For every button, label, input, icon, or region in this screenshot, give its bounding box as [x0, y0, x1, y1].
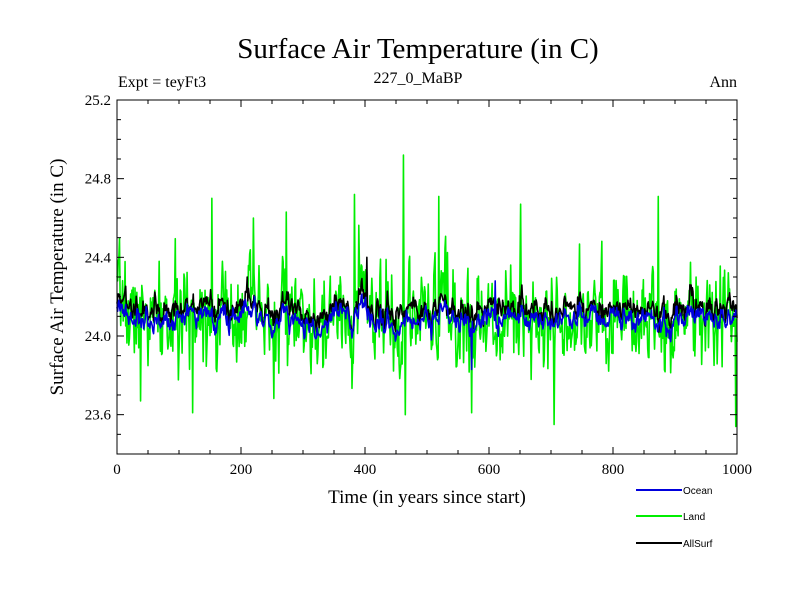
x-tick-label: 1000 — [722, 462, 752, 478]
y-tick-label: 24.8 — [85, 172, 111, 188]
chart-subtitle-left: Expt = teyFt3 — [118, 74, 206, 91]
x-axis-label: Time (in years since start) — [328, 487, 526, 508]
x-tick-label: 0 — [113, 462, 121, 478]
chart-title: Surface Air Temperature (in C) — [237, 33, 598, 65]
series-line-ocean — [116, 280, 738, 371]
y-axis-label: Surface Air Temperature (in C) — [47, 159, 68, 396]
y-tick-label: 24.0 — [85, 329, 111, 345]
x-tick-label: 600 — [478, 462, 501, 478]
x-tick-label: 800 — [602, 462, 625, 478]
series-layer — [116, 154, 738, 428]
axes-layer: 0 200 400 600 800 1000 23.6 24.0 24.4 24.8 25.2 — [85, 93, 752, 478]
x-tick-label: 400 — [354, 462, 377, 478]
legend-label-ocean: Ocean — [683, 486, 712, 497]
y-tick-label: 25.2 — [85, 93, 111, 109]
plot-frame — [116, 99, 738, 455]
x-tick-label: 200 — [230, 462, 253, 478]
y-tick-label: 23.6 — [85, 408, 112, 424]
legend-label-land: Land — [683, 512, 705, 523]
legend: Ocean Land AllSurf — [636, 486, 713, 550]
y-tick-label: 24.4 — [85, 250, 112, 266]
chart-subtitle-center: 227_0_MaBP — [374, 70, 463, 87]
legend-label-allsurf: AllSurf — [683, 539, 713, 550]
chart-subtitle-right: Ann — [709, 74, 737, 91]
